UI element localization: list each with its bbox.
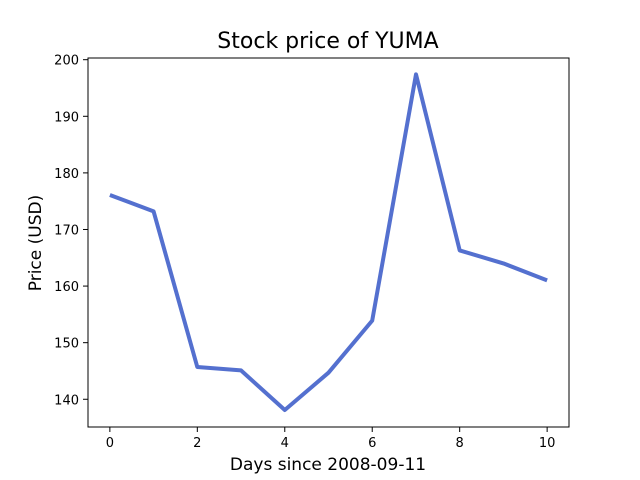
y-tick-label: 180 bbox=[54, 167, 79, 182]
chart-title: Stock price of YUMA bbox=[217, 29, 438, 54]
x-tick-label: 10 bbox=[539, 436, 556, 451]
series-line bbox=[109, 72, 548, 412]
x-tick-label: 4 bbox=[281, 436, 289, 451]
x-axis-label: Days since 2008-09-11 bbox=[230, 455, 426, 475]
plot-area: 0 2 4 6 8 10 140 150 160 170 180 190 200 bbox=[54, 54, 570, 451]
x-tick-label: 2 bbox=[193, 436, 201, 451]
y-tick-label: 140 bbox=[54, 393, 79, 408]
y-axis-label: Price (USD) bbox=[26, 195, 46, 291]
y-tick-label: 150 bbox=[54, 337, 79, 352]
y-tick-label: 190 bbox=[54, 110, 79, 125]
y-tick-label: 200 bbox=[54, 54, 79, 69]
y-tick-label: 160 bbox=[54, 280, 79, 295]
x-tick-label: 0 bbox=[106, 436, 114, 451]
x-tick-label: 8 bbox=[456, 436, 464, 451]
y-tick-label: 170 bbox=[54, 223, 79, 238]
axes-frame bbox=[87, 57, 570, 428]
x-tick-label: 6 bbox=[368, 436, 376, 451]
